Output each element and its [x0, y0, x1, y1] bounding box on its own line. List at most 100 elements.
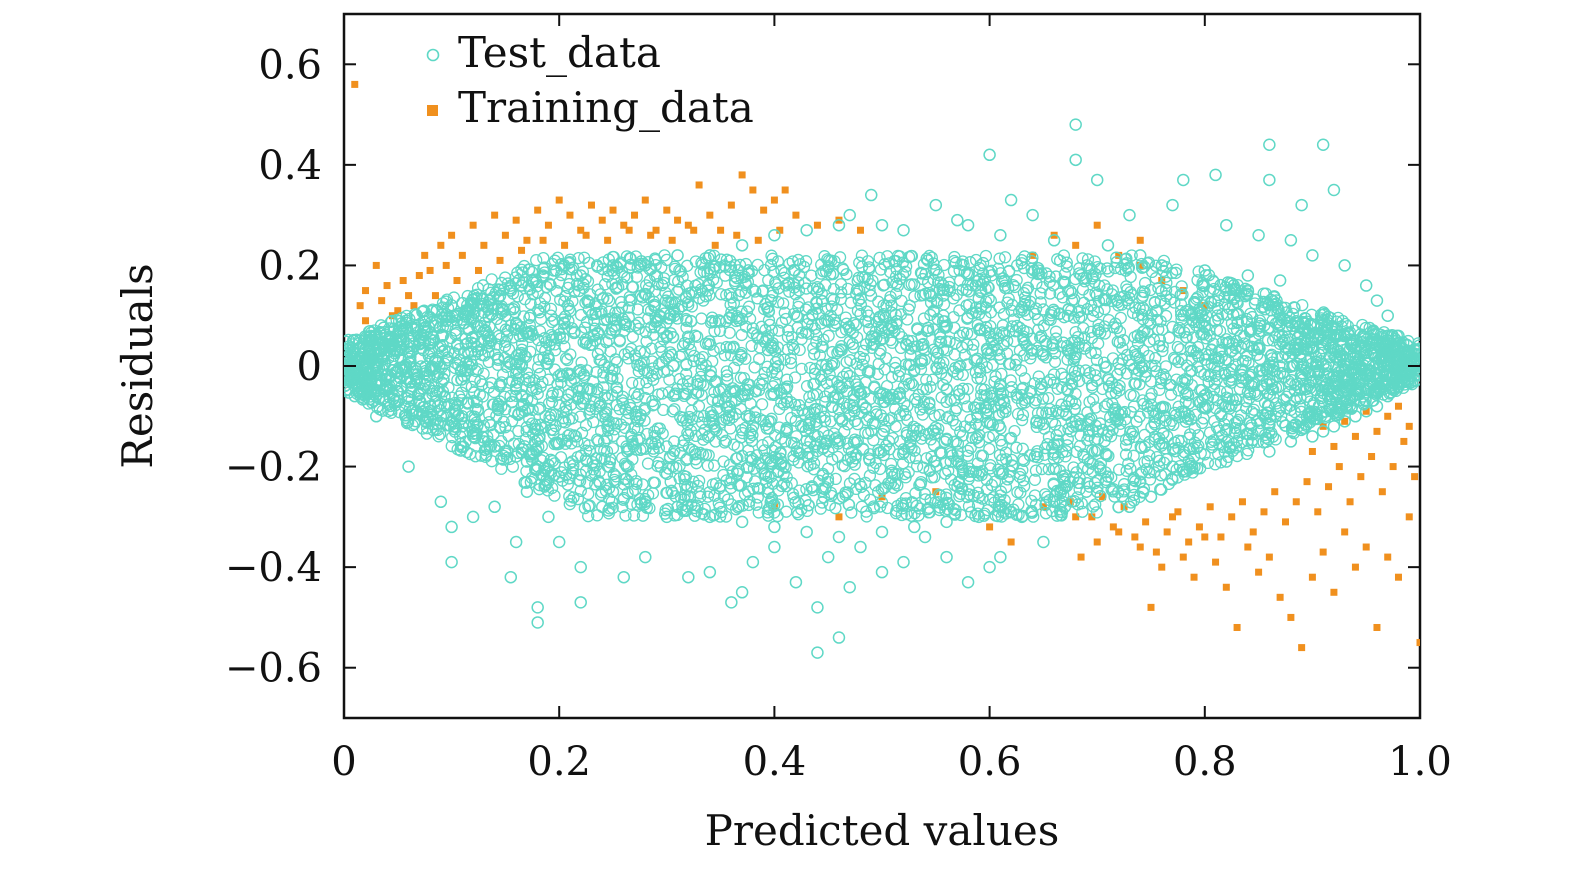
test-data-cloud-point: [604, 345, 617, 358]
training-data-point: [1190, 573, 1198, 581]
training-data-point: [1373, 427, 1381, 435]
test-data-cloud-point: [1045, 415, 1059, 428]
test-data-cloud-point: [1226, 298, 1240, 312]
training-data-point: [1158, 563, 1166, 571]
training-data-point: [1238, 498, 1246, 506]
test-data-cloud-point: [1100, 448, 1113, 462]
test-data-cloud-point: [949, 256, 963, 270]
test-data-cloud-point: [800, 380, 814, 393]
test-data-cloud-point: [632, 322, 645, 335]
test-data-cloud-point: [1073, 439, 1087, 453]
test-data-cloud-point: [773, 402, 786, 416]
test-data-cloud-point: [919, 287, 932, 300]
training-data-point: [1109, 523, 1117, 531]
training-data-point: [1099, 493, 1107, 501]
test-data-cloud-point: [974, 365, 987, 379]
training-data-point: [1131, 533, 1139, 541]
test-data-cloud-point: [905, 509, 918, 522]
training-data-point: [469, 221, 477, 229]
test-data-cloud-point: [755, 398, 769, 411]
training-data-point: [1136, 236, 1144, 244]
training-data-point: [356, 302, 364, 310]
training-data-point: [448, 231, 456, 239]
training-data-point: [405, 292, 413, 300]
test-data-cloud-point: [1089, 369, 1102, 382]
training-data-point: [458, 251, 466, 259]
training-data-point: [1072, 241, 1080, 249]
test-data-cloud-point: [1060, 445, 1073, 458]
training-data-point: [1314, 508, 1322, 516]
test-data-cloud-point: [1149, 272, 1163, 285]
test-data-cloud-point: [546, 257, 559, 271]
training-data-point: [577, 226, 585, 234]
test-data-cloud-point: [818, 410, 831, 423]
test-data-cloud-point: [951, 368, 964, 381]
test-data-cloud-point: [495, 462, 508, 475]
test-data-cloud-point: [817, 491, 831, 504]
test-data-cloud-point: [819, 278, 832, 292]
training-data-point: [1351, 432, 1359, 440]
training-data-point: [604, 236, 612, 244]
test-data-cloud-point: [618, 457, 632, 470]
training-data-point: [453, 277, 461, 285]
training-data-point: [1282, 518, 1289, 526]
test-data-cloud-point: [1065, 372, 1079, 385]
test-data-cloud-point: [732, 500, 746, 513]
training-data-point: [727, 201, 735, 209]
test-data-cloud-point: [993, 252, 1006, 265]
test-data-cloud-point: [681, 330, 695, 343]
test-data-cloud-point: [628, 483, 642, 496]
test-data-cloud-point: [962, 500, 976, 513]
test-data-cloud-point: [594, 288, 607, 301]
training-data-point: [1287, 613, 1295, 621]
test-data-cloud-point: [1113, 384, 1126, 397]
test-data-cloud-point: [1348, 324, 1361, 338]
test-data-cloud-point: [808, 348, 821, 361]
test-data-cloud-point: [1363, 321, 1376, 335]
test-data-cloud-point: [924, 308, 937, 322]
training-data-point: [362, 287, 370, 295]
test-data-cloud-point: [720, 340, 733, 354]
training-data-point: [1169, 513, 1177, 521]
test-data-cloud-point: [637, 363, 651, 377]
test-data-cloud-point: [969, 301, 983, 314]
test-data-cloud-point: [692, 474, 706, 488]
test-data-cloud-point: [1234, 409, 1248, 422]
test-data-cloud-point: [1201, 456, 1215, 470]
training-data-point: [1244, 543, 1252, 551]
training-data-point: [1174, 508, 1182, 516]
test-data-cloud-point: [985, 269, 998, 282]
training-data-point: [362, 317, 370, 325]
test-data-cloud-point: [710, 276, 723, 289]
training-data-point: [1362, 407, 1370, 415]
test-data-cloud-point: [1179, 305, 1192, 318]
test-data-cloud-point: [1065, 377, 1078, 390]
training-data-point: [1179, 287, 1187, 295]
test-data-cloud-point: [889, 420, 902, 433]
training-data-point: [1201, 302, 1209, 310]
test-data-cloud-point: [984, 462, 997, 475]
test-data-cloud-point: [903, 299, 916, 312]
test-data-cloud-point: [1087, 500, 1100, 513]
training-data-point: [1394, 573, 1402, 581]
training-data-point: [1341, 417, 1349, 425]
training-data-point: [781, 186, 789, 194]
training-data-point: [544, 221, 552, 229]
training-data-point: [760, 206, 768, 214]
test-data-cloud-point: [1043, 287, 1057, 300]
test-data-cloud-point: [1112, 463, 1126, 476]
training-data-point: [813, 221, 821, 229]
training-data-point: [1389, 463, 1397, 471]
test-data-cloud-point: [1089, 346, 1102, 360]
test-data-cloud-point: [1287, 427, 1300, 440]
training-data-point: [1185, 538, 1193, 546]
training-data-point: [1341, 528, 1349, 536]
test-data-cloud-point: [925, 471, 939, 484]
training-data-point: [690, 226, 698, 234]
test-data-cloud-point: [813, 349, 827, 362]
test-data-cloud-point: [1017, 324, 1030, 337]
test-data-cloud-point: [932, 268, 945, 282]
training-data-point: [1330, 442, 1338, 450]
training-data-point: [534, 206, 542, 214]
test-data-cloud-point: [844, 354, 857, 367]
